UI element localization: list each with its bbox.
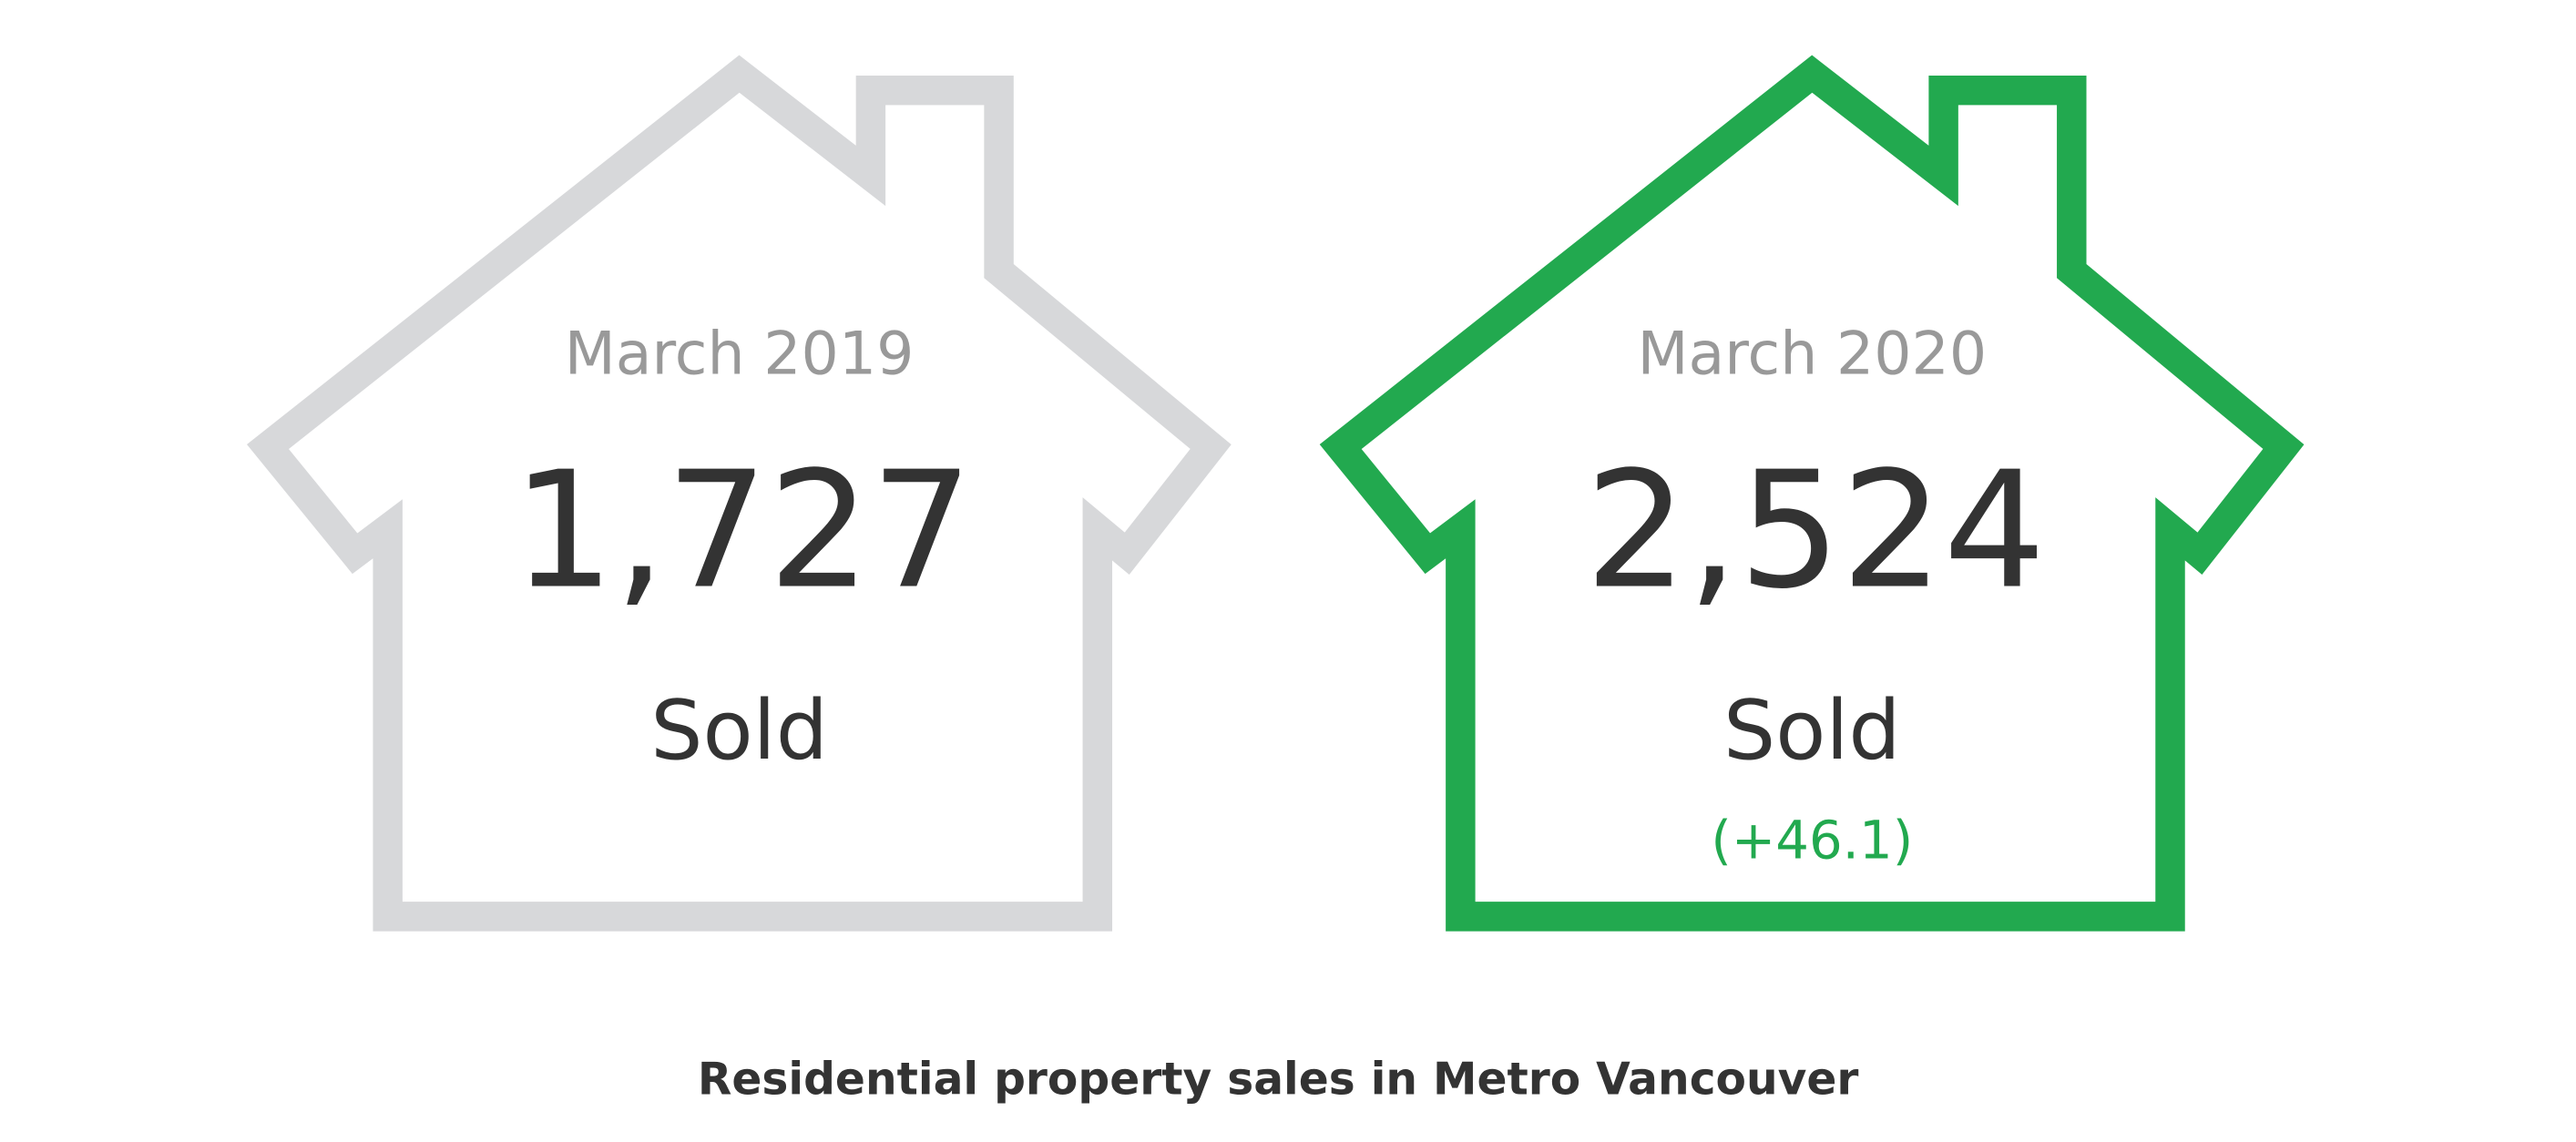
change-label: (+46.1) [1711, 810, 1913, 872]
period-label: March 2019 [565, 321, 915, 389]
house-outline [247, 55, 1232, 932]
house-outline [1319, 55, 2305, 932]
caption: Residential property sales in Metro Vanc… [698, 1055, 1859, 1106]
unit-label: Sold [1723, 683, 1901, 779]
period-label: March 2020 [1637, 321, 1987, 389]
sales-value: 1,727 [512, 436, 973, 624]
unit-label: Sold [650, 683, 828, 779]
sales-value: 2,524 [1585, 436, 2046, 624]
